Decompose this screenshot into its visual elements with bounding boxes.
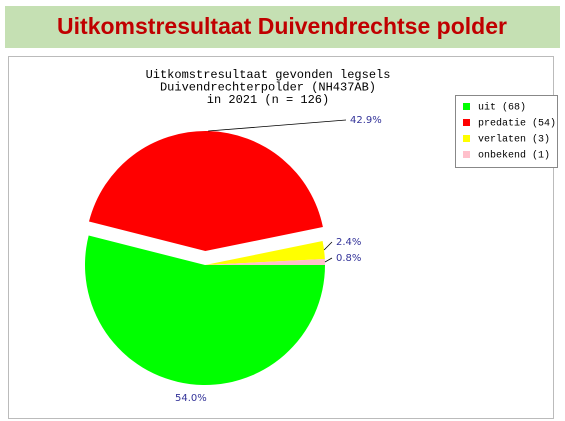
chart-title: Duivendrechterpolder (NH437AB): [160, 81, 376, 95]
data-label: 54.0%: [175, 393, 207, 404]
legend-box: [455, 95, 558, 168]
legend-swatch: [463, 119, 470, 126]
chart-title: in 2021 (n = 126): [207, 93, 329, 107]
header-band: [5, 6, 560, 48]
legend-label: predatie (54): [478, 118, 556, 130]
data-label: 2.4%: [336, 237, 361, 248]
header-title: Uitkomstresultaat Duivendrechtse polder: [57, 13, 507, 39]
leader-line: [323, 241, 333, 251]
data-label: 42.9%: [350, 115, 382, 126]
legend-label: verlaten (3): [478, 134, 550, 146]
legend-label: onbekend (1): [478, 150, 550, 162]
leader-line: [324, 257, 333, 263]
chart: Uitkomstresultaat gevonden legselsDuiven…: [85, 68, 558, 404]
pie-slice: [88, 131, 323, 252]
legend-swatch: [463, 135, 470, 142]
chart-title: Uitkomstresultaat gevonden legsels: [146, 68, 391, 82]
pie-slice: [205, 241, 325, 265]
legend-swatch: [463, 103, 470, 110]
pie-slice: [85, 235, 325, 385]
legend-swatch: [463, 151, 470, 158]
leader-line: [208, 119, 347, 132]
pie-slice: [205, 258, 325, 265]
data-label: 0.8%: [336, 253, 361, 264]
legend-label: uit (68): [478, 102, 526, 114]
